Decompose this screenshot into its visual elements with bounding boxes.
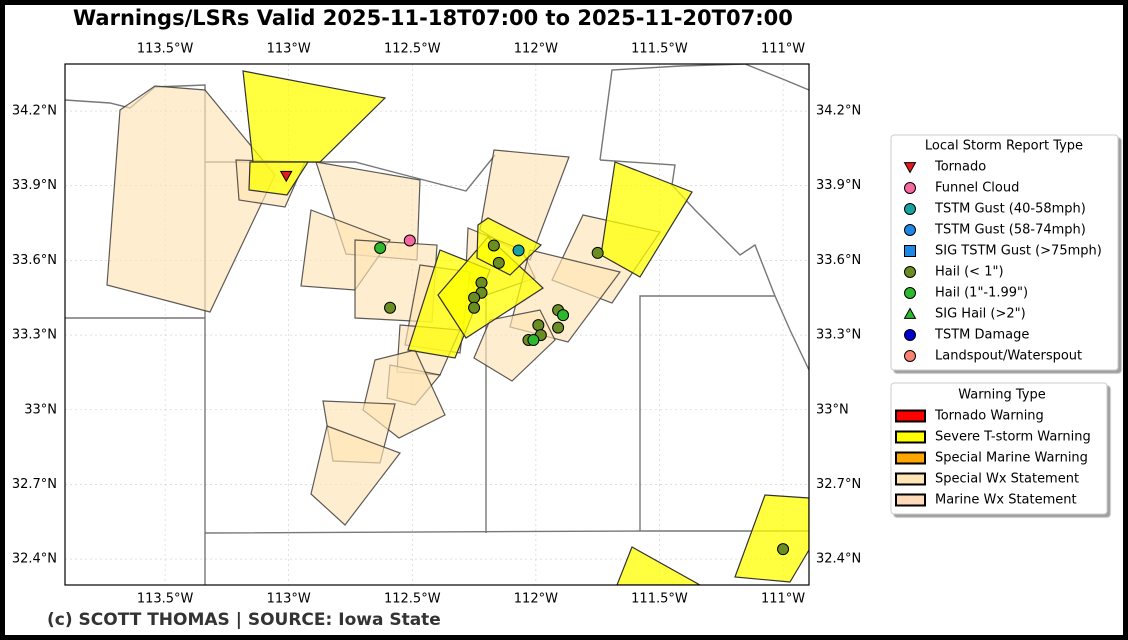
legend-label: TSTM Gust (58-74mph) <box>934 223 1086 238</box>
legend-box <box>890 382 1108 515</box>
y-tick-label: 32.4°N <box>12 552 57 567</box>
y-tick-label: 33.9°N <box>816 178 861 193</box>
y-tick-label: 34.2°N <box>816 104 861 119</box>
map-border <box>64 63 810 586</box>
legend-label: SIG Hail (>2") <box>935 307 1026 322</box>
legend-marker <box>904 245 916 257</box>
x-tick-label: 112°W <box>514 592 558 607</box>
legend-marker <box>904 350 916 362</box>
x-tick-label: 113°W <box>267 42 311 57</box>
legend-label: Special Marine Warning <box>935 451 1088 466</box>
x-tick-label: 112.5°W <box>384 592 441 607</box>
storm-report <box>403 234 416 247</box>
legend-swatch <box>895 409 926 423</box>
legend-label: Severe T-storm Warning <box>935 430 1091 445</box>
x-tick-label: 113°W <box>267 592 311 607</box>
storm-report <box>468 291 481 304</box>
legend-marker <box>904 203 916 215</box>
y-tick-label: 34.2°N <box>12 104 57 119</box>
y-tick-label: 33°N <box>816 402 849 417</box>
storm-report <box>777 543 790 556</box>
storm-report <box>468 301 481 314</box>
legend-swatch <box>895 472 926 486</box>
y-tick-label: 33.3°N <box>816 328 861 343</box>
legend-label: Tornado <box>934 160 986 175</box>
title: Warnings/LSRs Valid 2025-11-18T07:00 to … <box>73 6 793 30</box>
y-tick-label: 33.6°N <box>816 253 861 268</box>
legend-title: Warning Type <box>958 388 1045 403</box>
y-tick-label: 33.9°N <box>12 178 57 193</box>
storm-report <box>591 246 604 259</box>
legend-label: TSTM Gust (40-58mph) <box>934 202 1086 217</box>
legend-label: Funnel Cloud <box>935 181 1019 196</box>
x-tick-label: 112°W <box>514 42 558 57</box>
storm-report <box>475 276 488 289</box>
x-tick-label: 111°W <box>761 592 805 607</box>
legend-label: Hail (1"-1.99") <box>935 286 1028 301</box>
y-tick-label: 32.4°N <box>816 552 861 567</box>
y-tick-label: 33.3°N <box>12 328 57 343</box>
legend-marker <box>903 307 917 319</box>
storm-report <box>527 334 540 347</box>
x-tick-label: 111.5°W <box>631 42 688 57</box>
x-tick-label: 111°W <box>761 42 805 57</box>
map-layers <box>65 64 809 585</box>
x-tick-label: 113.5°W <box>137 42 194 57</box>
ticks: 113.5°W 113.5°W 113°W 113°W 112.5°W 112.5°W 11… <box>12 42 861 607</box>
storm-report <box>487 239 500 252</box>
y-tick-label: 33.6°N <box>12 253 57 268</box>
storm-reports <box>279 170 790 556</box>
storm-report <box>512 244 525 257</box>
legend-label: Marine Wx Statement <box>935 493 1077 508</box>
lsr-legend: Local Storm Report Type Tornado Funnel Cl… <box>890 134 1119 371</box>
x-tick-label: 113.5°W <box>137 592 194 607</box>
storm-report <box>557 309 570 322</box>
legend-marker <box>904 266 916 278</box>
x-tick-label: 112.5°W <box>384 42 441 57</box>
legend-marker <box>904 287 916 299</box>
storm-report <box>552 321 565 334</box>
storm-report <box>374 241 387 254</box>
y-tick-label: 32.7°N <box>12 477 57 492</box>
storm-report <box>532 319 545 332</box>
legend-label: SIG TSTM Gust (>75mph) <box>935 244 1102 259</box>
storm-report <box>384 301 397 314</box>
storm-report <box>279 170 293 183</box>
severe-tstorm-warnings <box>242 70 809 585</box>
legend-label: Hail (< 1") <box>935 265 1004 280</box>
legend-swatch <box>895 493 926 507</box>
legend-marker <box>904 329 916 341</box>
legend-label: TSTM Damage <box>934 328 1029 343</box>
y-tick-label: 32.7°N <box>816 477 861 492</box>
storm-report <box>492 256 505 269</box>
legend-swatch <box>895 430 926 444</box>
legend-label: Tornado Warning <box>934 409 1044 424</box>
legend-label: Landspout/Waterspout <box>935 349 1082 364</box>
y-tick-label: 33°N <box>24 402 57 417</box>
legend-swatch <box>895 451 926 465</box>
footer: (c) SCOTT THOMAS | SOURCE: Iowa State <box>47 610 441 630</box>
legend-title: Local Storm Report Type <box>925 139 1083 154</box>
legend-label: Special Wx Statement <box>935 472 1079 487</box>
legend-marker <box>904 182 916 194</box>
legend-box <box>890 134 1119 371</box>
warning-legend: Warning Type Tornado Warning Severe T-sto… <box>890 382 1108 515</box>
x-tick-label: 111.5°W <box>631 592 688 607</box>
legend-marker <box>903 162 917 174</box>
legend-marker <box>904 224 916 236</box>
